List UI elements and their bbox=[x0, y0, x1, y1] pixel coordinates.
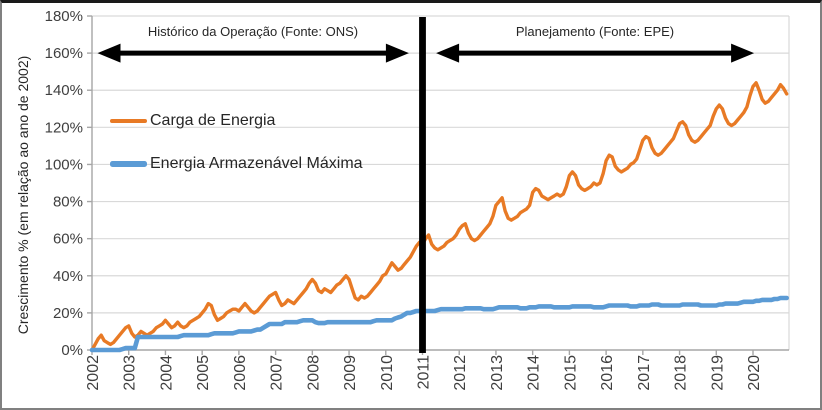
x-tick-label: 2002 bbox=[85, 355, 102, 391]
x-tick-label: 2004 bbox=[158, 355, 175, 391]
y-tick-label: 120% bbox=[45, 119, 83, 136]
energia-armazenavel-maxima-line bbox=[89, 295, 790, 353]
carga-line-swatch bbox=[110, 118, 147, 124]
historico-arrow-right-head bbox=[385, 43, 409, 63]
annotation-planejamento-label: Planejamento (Fonte: EPE) bbox=[515, 24, 675, 39]
y-tick-label: 100% bbox=[45, 156, 83, 173]
chart-plot-area: 0% 20% 40% 60% 80% 100% 120% 140% 160% 180% 2002 20… bbox=[45, 8, 790, 391]
x-tick-label: 2010 bbox=[379, 355, 396, 391]
y-tick-label: 20% bbox=[53, 305, 83, 322]
legend-item-carga-de-energia: Carga de Energia bbox=[110, 110, 363, 132]
x-tick-label: 2019 bbox=[709, 355, 726, 391]
x-tick-label: 2018 bbox=[673, 355, 690, 391]
y-tick-label: 40% bbox=[53, 268, 83, 285]
y-tick-label: 80% bbox=[53, 194, 83, 211]
x-tick-label: 2003 bbox=[122, 355, 139, 391]
x-tick-label: 2016 bbox=[599, 355, 616, 391]
legend-item-energia-armazenavel-maxima: Energia Armazenável Máxima bbox=[110, 153, 363, 175]
y-tick-label: 60% bbox=[53, 231, 83, 248]
y-tick-label: 0% bbox=[61, 342, 83, 359]
planejamento-arrow-left-head bbox=[436, 43, 460, 63]
annotation-historico-label: Histórico da Operação (Fonte: ONS) bbox=[147, 24, 359, 39]
x-tick-label: 2007 bbox=[269, 355, 286, 391]
x-tick-label: 2012 bbox=[452, 355, 469, 391]
carga-de-energia-line bbox=[90, 81, 789, 352]
energia-armazenavel-line-swatch bbox=[110, 161, 147, 167]
legend-label-carga-de-energia: Carga de Energia bbox=[150, 112, 276, 129]
y-tick-label: 140% bbox=[45, 82, 83, 99]
x-tick-label: 2015 bbox=[562, 355, 579, 391]
y-tick-label: 180% bbox=[45, 8, 83, 25]
x-tick-label: 2014 bbox=[526, 355, 543, 391]
historico-arrow-left-head bbox=[97, 43, 121, 63]
y-axis-title: Crescimento % (em relação ao ano de 2002… bbox=[15, 55, 31, 335]
x-tick-label: 2017 bbox=[636, 355, 653, 391]
x-tick-label: 2011 bbox=[416, 355, 433, 390]
divider-line-2011 bbox=[419, 17, 426, 353]
planejamento-arrow-right-head bbox=[731, 43, 755, 63]
x-tick-label: 2006 bbox=[232, 355, 249, 391]
y-tick-label: 160% bbox=[45, 45, 83, 62]
x-tick-label: 2013 bbox=[489, 355, 506, 391]
legend-label-energia-armazenavel-maxima: Energia Armazenável Máxima bbox=[150, 155, 363, 172]
x-tick-label: 2005 bbox=[195, 355, 212, 391]
x-tick-label: 2008 bbox=[305, 355, 322, 391]
x-tick-label: 2009 bbox=[342, 355, 359, 391]
legend: Carga de Energia Energia Armazenável Máx… bbox=[110, 110, 363, 196]
x-tick-label: 2020 bbox=[746, 355, 763, 391]
